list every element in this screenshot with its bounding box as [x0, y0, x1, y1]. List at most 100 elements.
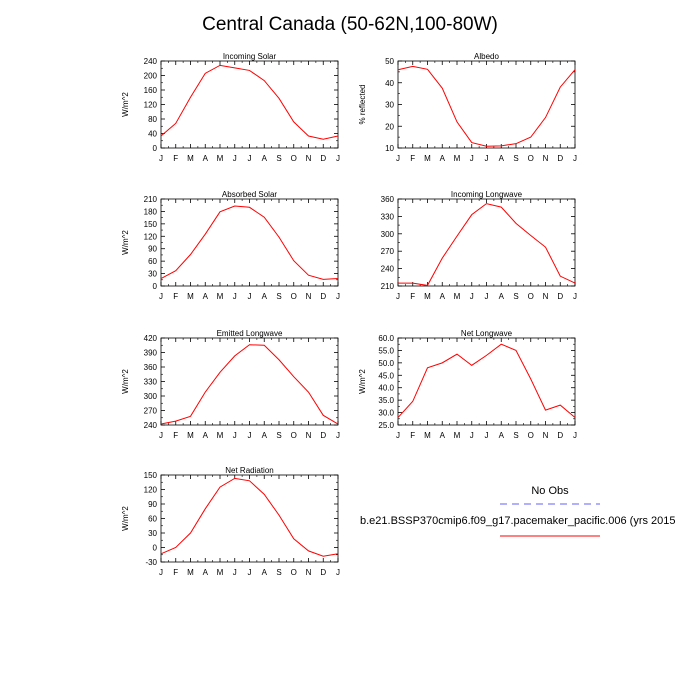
x-tick-label: S: [513, 431, 518, 440]
y-tick-label: 180: [144, 207, 158, 216]
panel-2: J F M A M J J A S O N D J0306090120150180210Absorbed…: [121, 190, 340, 301]
x-tick-label: N: [543, 292, 549, 301]
y-tick-label: 10: [385, 144, 394, 153]
y-tick-label: 150: [144, 471, 158, 480]
x-tick-label: J: [233, 154, 237, 163]
x-tick-label: J: [573, 292, 577, 301]
plot-frame: [160, 60, 339, 149]
plot-frame: [397, 337, 576, 426]
x-tick-label: J: [159, 292, 163, 301]
x-tick-label: F: [173, 154, 178, 163]
x-tick-label: J: [470, 154, 474, 163]
y-tick-label: 50: [385, 57, 394, 66]
x-tick-label: J: [248, 154, 252, 163]
legend-obs-label: No Obs: [531, 485, 569, 497]
y-tick-label: 330: [381, 212, 395, 221]
y-tick-label: 240: [381, 265, 395, 274]
x-tick-label: D: [320, 154, 326, 163]
x-tick-label: F: [410, 431, 415, 440]
x-tick-label: A: [203, 154, 209, 163]
y-axis-label: W/m^2: [358, 369, 367, 394]
y-axis-label: W/m^2: [121, 369, 130, 394]
y-tick-label: 270: [144, 407, 158, 416]
x-tick-label: J: [336, 292, 340, 301]
y-tick-label: 45.0: [378, 371, 394, 380]
panel-title: Absorbed Solar: [222, 190, 277, 199]
series-line-0: [160, 205, 339, 280]
plot-frame: [397, 198, 576, 287]
y-axis-label: % reflected: [358, 84, 367, 124]
x-tick-label: M: [187, 568, 194, 577]
x-tick-label: A: [440, 431, 446, 440]
x-tick-label: J: [396, 292, 400, 301]
x-tick-label: S: [513, 292, 518, 301]
y-tick-label: 200: [144, 72, 158, 81]
y-tick-label: 160: [144, 86, 158, 95]
x-tick-label: M: [217, 154, 224, 163]
series-line-0: [397, 65, 576, 147]
x-tick-label: J: [233, 568, 237, 577]
x-tick-label: J: [470, 431, 474, 440]
y-tick-label: 420: [144, 334, 158, 343]
x-tick-label: M: [187, 154, 194, 163]
x-tick-label: M: [187, 431, 194, 440]
x-tick-label: A: [203, 292, 209, 301]
series-line-0: [160, 344, 339, 425]
y-tick-label: 40: [385, 79, 394, 88]
x-tick-label: A: [262, 431, 268, 440]
x-tick-label: D: [557, 431, 563, 440]
panel-title: Net Radiation: [225, 466, 273, 475]
y-tick-label: 80: [148, 115, 157, 124]
x-tick-label: N: [306, 431, 312, 440]
y-tick-label: 60: [148, 257, 157, 266]
panel-title: Albedo: [474, 52, 499, 61]
panel-title: Incoming Longwave: [451, 190, 523, 199]
plot-frame: [160, 474, 339, 563]
y-tick-label: 40: [148, 130, 157, 139]
x-tick-label: M: [454, 292, 461, 301]
x-tick-label: N: [306, 568, 312, 577]
y-tick-label: 360: [144, 363, 158, 372]
x-tick-label: A: [203, 568, 209, 577]
y-axis-label: W/m^2: [121, 92, 130, 117]
y-tick-label: 30: [148, 529, 157, 538]
x-tick-label: S: [276, 154, 281, 163]
x-tick-label: M: [424, 154, 431, 163]
series-line-0: [160, 477, 339, 557]
plot-frame: [160, 337, 339, 426]
series-line-0: [397, 343, 576, 418]
x-tick-label: M: [454, 154, 461, 163]
panel-title: Incoming Solar: [223, 52, 277, 61]
x-tick-label: A: [499, 292, 505, 301]
x-tick-label: F: [173, 431, 178, 440]
x-tick-label: A: [499, 154, 505, 163]
panel-4: J F M A M J J A S O N D J240270300330360390420Emitte…: [121, 329, 340, 440]
x-tick-label: J: [336, 431, 340, 440]
legend: No Obs b.e21.BSSP370cmip6.f09_g17.pacema…: [360, 485, 676, 537]
y-tick-label: 360: [381, 195, 395, 204]
x-tick-label: A: [440, 154, 446, 163]
x-tick-label: J: [396, 431, 400, 440]
x-tick-label: N: [306, 154, 312, 163]
y-tick-label: 90: [148, 500, 157, 509]
x-tick-label: F: [410, 154, 415, 163]
y-tick-label: 0: [153, 544, 158, 553]
y-tick-label: 60: [148, 515, 157, 524]
x-tick-label: S: [513, 154, 518, 163]
y-tick-label: 30: [385, 101, 394, 110]
x-tick-label: J: [336, 154, 340, 163]
x-tick-label: O: [291, 568, 297, 577]
y-axis-label: W/m^2: [121, 230, 130, 255]
x-tick-label: J: [573, 154, 577, 163]
panel-3: J F M A M J J A S O N D J210240270300330360Incoming …: [381, 190, 577, 301]
y-tick-label: 60.0: [378, 334, 394, 343]
plot-frame: [160, 198, 339, 287]
x-tick-label: M: [217, 568, 224, 577]
x-tick-label: J: [485, 292, 489, 301]
x-tick-label: N: [306, 292, 312, 301]
x-tick-label: J: [573, 431, 577, 440]
y-tick-label: 20: [385, 122, 394, 131]
